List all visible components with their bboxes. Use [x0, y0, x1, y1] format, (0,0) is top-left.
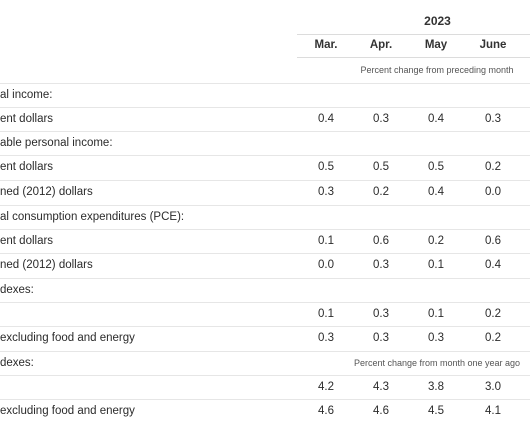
cell-value: 0.4 [428, 113, 444, 125]
table-row: excluding food and energy 0.3 0.3 0.3 0.2 [0, 326, 530, 351]
table-row: al income: [0, 83, 530, 108]
month-rule [297, 57, 530, 58]
cell-value: 0.1 [318, 308, 334, 320]
cell-value: 0.3 [373, 332, 389, 344]
row-label: al consumption expenditures (PCE): [0, 211, 185, 223]
row-label: ent dollars [0, 235, 54, 247]
month-header: June [479, 39, 507, 51]
cell-value: 0.3 [485, 113, 501, 125]
cell-value: 4.6 [373, 405, 389, 417]
cell-value: 4.2 [318, 381, 334, 393]
table-row: ned (2012) dollars 0.0 0.3 0.1 0.4 [0, 253, 530, 278]
cell-value: 0.3 [373, 113, 389, 125]
row-label: able personal income: [0, 137, 113, 149]
table-row: 4.2 4.3 3.8 3.0 [0, 375, 530, 400]
row-label: dexes: [0, 357, 34, 369]
cell-value: 0.6 [485, 235, 501, 247]
cell-value: 0.3 [373, 259, 389, 271]
row-label: excluding food and energy [0, 332, 135, 344]
row-label: ned (2012) dollars [0, 186, 93, 198]
month-header: Apr. [369, 39, 393, 51]
year-header: 2023 [424, 14, 451, 28]
cell-value: 0.3 [373, 308, 389, 320]
cell-value: 0.4 [428, 186, 444, 198]
cell-value: 0.2 [485, 308, 501, 320]
cell-value: 0.1 [428, 308, 444, 320]
table-row: ned (2012) dollars 0.3 0.2 0.4 0.0 [0, 180, 530, 205]
row-label: ent dollars [0, 113, 54, 125]
table-row: dexes: [0, 351, 530, 376]
cell-value: 0.1 [428, 259, 444, 271]
cell-value: 0.3 [428, 332, 444, 344]
cell-value: 0.3 [318, 332, 334, 344]
month-header: Mar. [314, 39, 338, 51]
year-rule [297, 34, 530, 35]
table-row: al consumption expenditures (PCE): [0, 205, 530, 230]
cell-value: 0.2 [485, 161, 501, 173]
table-row: 0.1 0.3 0.1 0.2 [0, 302, 530, 327]
cell-value: 4.6 [318, 405, 334, 417]
row-label: ent dollars [0, 161, 54, 173]
cell-value: 0.4 [318, 113, 334, 125]
cell-value: 4.5 [428, 405, 444, 417]
row-label: ned (2012) dollars [0, 259, 93, 271]
table-row: ent dollars 0.1 0.6 0.2 0.6 [0, 229, 530, 254]
cell-value: 0.2 [373, 186, 389, 198]
table-row: dexes: [0, 278, 530, 303]
cell-value: 0.2 [485, 332, 501, 344]
cell-value: 0.6 [373, 235, 389, 247]
row-label: al income: [0, 89, 53, 101]
cell-value: 0.5 [373, 161, 389, 173]
table-row: ent dollars 0.4 0.3 0.4 0.3 [0, 107, 530, 132]
cell-value: 3.0 [485, 381, 501, 393]
table-row: able personal income: [0, 131, 530, 156]
cell-value: 0.0 [485, 186, 501, 198]
cell-value: 0.1 [318, 235, 334, 247]
note-yearly: Percent change from month one year ago [353, 358, 521, 368]
cell-value: 4.1 [485, 405, 501, 417]
cell-value: 0.2 [428, 235, 444, 247]
row-label: dexes: [0, 284, 34, 296]
cell-value: 0.3 [318, 186, 334, 198]
cell-value: 0.5 [318, 161, 334, 173]
table-row: ent dollars 0.5 0.5 0.5 0.2 [0, 155, 530, 180]
table-row: excluding food and energy 4.6 4.6 4.5 4.1 [0, 399, 530, 424]
month-header: May [424, 39, 448, 51]
cell-value: 0.0 [318, 259, 334, 271]
cell-value: 3.8 [428, 381, 444, 393]
cell-value: 0.5 [428, 161, 444, 173]
cell-value: 4.3 [373, 381, 389, 393]
row-label: excluding food and energy [0, 405, 135, 417]
cell-value: 0.4 [485, 259, 501, 271]
note-monthly: Percent change from preceding month [360, 65, 514, 75]
